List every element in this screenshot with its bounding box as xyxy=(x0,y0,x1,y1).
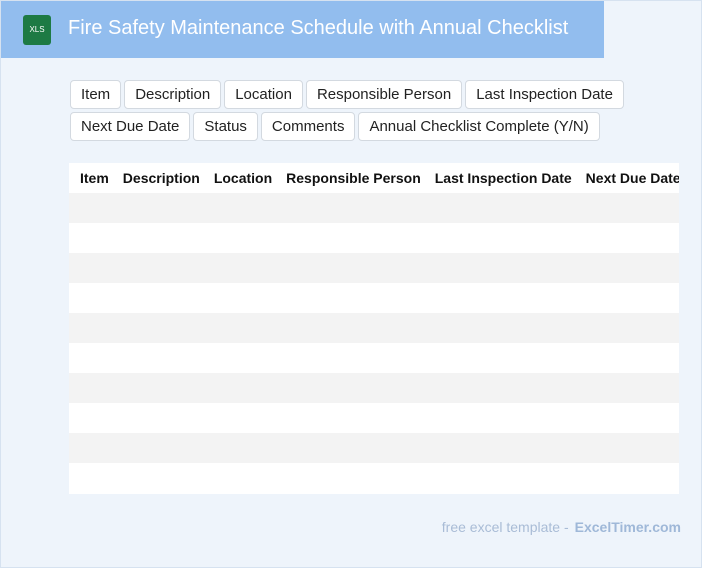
page-title: Fire Safety Maintenance Schedule with An… xyxy=(68,17,569,39)
column-header: Description xyxy=(122,170,200,186)
footer-link[interactable]: ExcelTimer.com xyxy=(574,519,681,535)
table-header: Item Description Location Responsible Perso… xyxy=(69,163,679,193)
column-tag[interactable]: Status xyxy=(193,112,258,141)
column-header: Item xyxy=(80,170,109,186)
table-row xyxy=(69,403,679,433)
table: Item Description Location Responsible Perso… xyxy=(69,163,679,494)
footer-text: free excel template - xyxy=(441,519,569,535)
column-tag[interactable]: Last Inspection Date xyxy=(465,80,624,109)
table-row xyxy=(69,193,679,223)
table-body xyxy=(69,193,679,493)
footer: free excel template - ExcelTimer.com xyxy=(442,519,681,535)
table-row xyxy=(69,283,679,313)
column-tag[interactable]: Location xyxy=(224,80,303,109)
table-row xyxy=(69,313,679,343)
column-tag[interactable]: Description xyxy=(124,80,222,109)
column-tag[interactable]: Responsible Person xyxy=(305,80,463,109)
column-tag[interactable]: Item xyxy=(70,80,122,109)
column-tag[interactable]: Next Due Date xyxy=(70,112,191,141)
tag-row: Next Due Date Status Comments Annual Checkl… xyxy=(70,112,600,141)
header-bar: XLS Fire Safety Maintenance Schedule wit… xyxy=(1,1,604,58)
column-header: Responsible Person xyxy=(286,170,421,186)
column-header: Last Inspection Date xyxy=(434,170,572,186)
table-row xyxy=(69,223,679,253)
tag-row: Item Description Location Responsible Perso… xyxy=(70,80,624,109)
file-icon: XLS xyxy=(23,15,51,45)
column-tag[interactable]: Annual Checklist Complete (Y/N) xyxy=(358,112,600,141)
column-tag[interactable]: Comments xyxy=(260,112,356,141)
table-row xyxy=(69,463,679,493)
column-header: Location xyxy=(213,170,273,186)
table-row xyxy=(69,253,679,283)
table-row xyxy=(69,343,679,373)
table-row xyxy=(69,433,679,463)
table-row xyxy=(69,373,679,403)
column-header: Next Due Date xyxy=(585,170,679,186)
